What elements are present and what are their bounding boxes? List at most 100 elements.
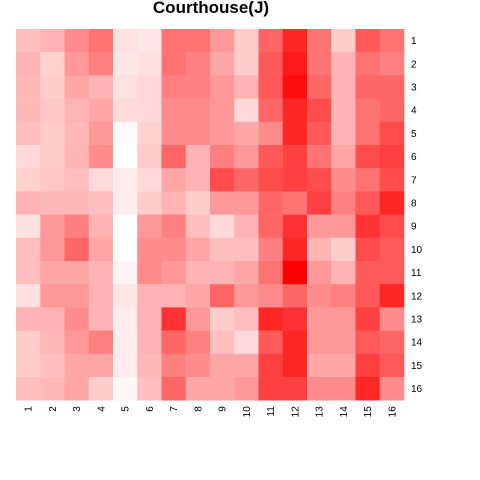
x-tick-label: 3 [72,406,83,412]
heatmap-cell [16,75,41,99]
heatmap-cell [40,330,65,355]
heatmap-cell [64,168,90,192]
heatmap-cell [16,98,41,123]
heatmap-cell [282,307,308,331]
heatmap-cell [88,307,114,331]
heatmap-cell [234,168,259,192]
heatmap-cell [210,237,235,262]
heatmap-cell [355,261,381,285]
heatmap-cell [258,168,284,192]
heatmap-cell [234,98,259,123]
heatmap-cell [161,191,187,215]
heatmap-cell [258,307,284,331]
heatmap-cell [355,98,381,123]
heatmap-cell [307,237,332,262]
heatmap-cell [40,29,65,53]
heatmap-cell [161,98,187,123]
heatmap-cell [40,75,65,99]
heatmap-cell [355,284,381,308]
heatmap-cell [331,145,356,169]
heatmap-cell [185,284,211,308]
heatmap-cell [379,29,405,53]
heatmap-cell [210,98,235,123]
heatmap-cell [88,237,114,262]
heatmap-cell [64,98,90,123]
heatmap-cell [282,330,308,355]
heatmap-cell [185,237,211,262]
heatmap-cell [88,75,114,99]
heatmap-cell [185,191,211,215]
heatmap-cell [331,168,356,192]
heatmap-cell [307,214,332,239]
heatmap-cell [210,75,235,99]
x-tick-label: 8 [193,406,204,412]
heatmap-cell [379,353,405,378]
heatmap-cell [161,52,187,76]
heatmap-cell [210,121,235,146]
y-tick-label: 1 [411,36,417,47]
heatmap-cell [137,121,162,146]
heatmap-cell [185,29,211,53]
heatmap-cell [355,353,381,378]
heatmap-cell [88,214,114,239]
x-tick-label: 7 [169,406,180,412]
heatmap-cell [331,377,356,401]
heatmap-cell [16,52,41,76]
heatmap-cell [210,191,235,215]
heatmap-cell [64,284,90,308]
heatmap-cell [40,98,65,123]
heatmap-cell [234,284,259,308]
x-tick-label: 4 [96,406,107,412]
heatmap-cell [16,191,41,215]
heatmap-cell [355,29,381,53]
y-tick-label: 14 [411,338,423,349]
heatmap-cell [88,191,114,215]
y-tick-label: 3 [411,83,417,94]
heatmap-cell [137,237,162,262]
heatmap-cell [234,121,259,146]
heatmap-cell [16,307,41,331]
heatmap-cell [307,75,332,99]
heatmap-cell [88,145,114,169]
heatmap-cell [282,121,308,146]
heatmap-cell [161,330,187,355]
heatmap-cell [88,284,114,308]
heatmap-cell [379,52,405,76]
x-tick-label: 9 [218,406,229,412]
heatmap-cell [331,75,356,99]
y-tick-label: 7 [411,175,417,186]
heatmap-cell [331,237,356,262]
heatmap-cells [16,29,405,401]
x-axis-labels: 1 2 3 4 5 6 7 8 9 10 11 12 13 14 15 16 [24,406,399,418]
heatmap-cell [113,214,138,239]
heatmap-cell [113,75,138,99]
heatmap-cell [64,145,90,169]
heatmap-cell [16,214,41,239]
heatmap-cell [113,98,138,123]
heatmap-cell [379,261,405,285]
heatmap-cell [258,330,284,355]
heatmap-cell [40,307,65,331]
heatmap-cell [355,145,381,169]
heatmap-cell [161,121,187,146]
heatmap-cell [16,261,41,285]
heatmap-cell [258,52,284,76]
heatmap-cell [16,353,41,378]
heatmap-cell [16,168,41,192]
y-tick-label: 11 [411,268,422,279]
heatmap-cell [185,121,211,146]
y-tick-label: 15 [411,361,423,372]
heatmap-cell [234,29,259,53]
heatmap-cell [137,98,162,123]
heatmap-cell [40,261,65,285]
heatmap-cell [210,284,235,308]
heatmap-cell [64,121,90,146]
heatmap-cell [137,29,162,53]
heatmap-cell [88,121,114,146]
heatmap-cell [258,237,284,262]
heatmap-cell [88,52,114,76]
heatmap-cell [282,261,308,285]
heatmap-cell [234,377,259,401]
heatmap-cell [185,75,211,99]
